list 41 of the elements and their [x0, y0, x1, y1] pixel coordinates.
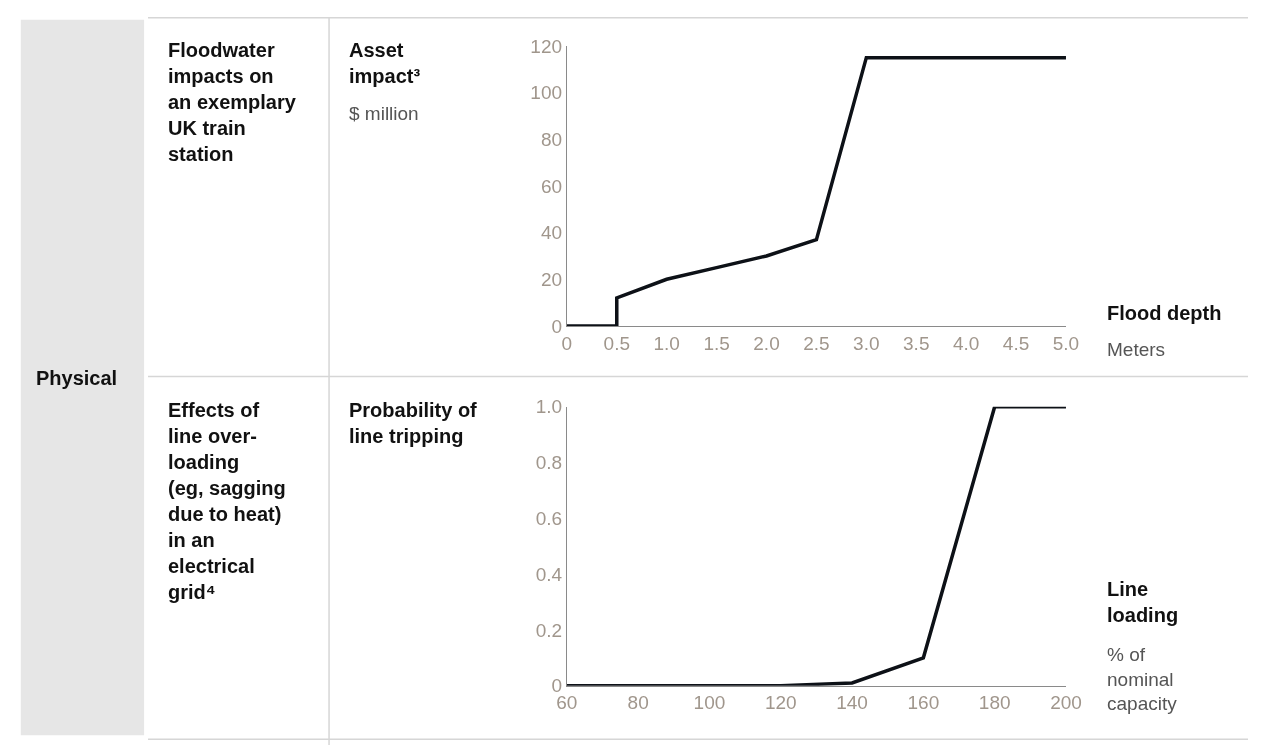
x-tick-label: 1.0: [653, 332, 680, 354]
x-axis-title: Line loading: [1107, 578, 1179, 626]
text: Effects of line over-loading (eg, sagging due to heat) in an electrical grid⁴: [168, 399, 286, 603]
y-tick-label: 0: [551, 315, 563, 337]
x-tick-label: 180: [978, 692, 1011, 714]
x-tick-label: 5.0: [1052, 332, 1080, 354]
y-tick-label: 0.8: [535, 452, 563, 474]
text: Physical: [36, 367, 118, 389]
x-tick-label: 4.0: [952, 332, 980, 354]
x-tick-label: 0.5: [603, 332, 630, 354]
y-tick-label: 0.2: [535, 619, 563, 641]
text: $ million: [349, 103, 419, 124]
x-tick-label: 160: [907, 692, 940, 714]
y-tick-label: 0.6: [535, 507, 563, 529]
x-tick-label: 4.5: [1002, 332, 1030, 354]
y-tick-label: 80: [540, 128, 563, 150]
text: Meters: [1107, 339, 1166, 360]
x-tick-label: 3.0: [853, 332, 880, 354]
text: Floodwater impacts on an exemplary UK train station: [168, 39, 297, 165]
x-tick-label: 80: [627, 692, 649, 714]
y-tick-label: 120: [530, 35, 563, 57]
x-tick-label: 3.5: [903, 332, 930, 354]
y-tick-label: 20: [540, 268, 563, 290]
x-tick-label: 1.5: [703, 332, 730, 354]
y-tick-label: 0: [551, 675, 563, 697]
x-axis-title: Flood depth: [1107, 302, 1222, 324]
y-tick-label: 0.4: [535, 563, 563, 585]
y-tick-label: 100: [530, 82, 563, 104]
y-axis-title: Probability of line tripping: [349, 399, 478, 447]
y-tick-label: 60: [540, 175, 563, 197]
text: % of nominal capacity: [1107, 644, 1178, 715]
y-tick-label: 1.0: [535, 396, 563, 418]
y-tick-label: 40: [540, 222, 563, 244]
x-tick-label: 200: [1050, 692, 1082, 714]
x-tick-label: 100: [693, 692, 726, 714]
line-series: [566, 406, 1066, 686]
x-tick-label: 2.5: [803, 332, 830, 354]
x-tick-label: 2.0: [753, 332, 780, 354]
x-tick-label: 120: [764, 692, 797, 714]
x-tick-label: 140: [836, 692, 868, 714]
y-axis-title: Asset impact³: [349, 39, 421, 87]
